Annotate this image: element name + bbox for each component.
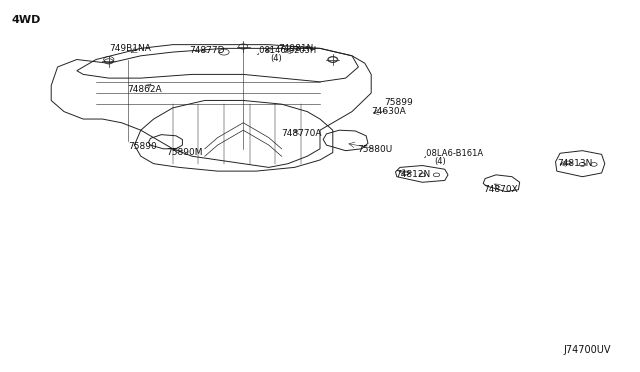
Text: 74813N: 74813N xyxy=(557,159,592,168)
Text: 74630A: 74630A xyxy=(371,107,406,116)
Text: 74812N: 74812N xyxy=(396,170,431,179)
Text: 749B1NA: 749B1NA xyxy=(109,44,150,53)
Text: 75890: 75890 xyxy=(128,142,157,151)
Text: 75899: 75899 xyxy=(384,98,413,107)
Text: ¸08146-6205H: ¸08146-6205H xyxy=(256,46,317,55)
Text: (4): (4) xyxy=(270,54,282,63)
Text: 74981N: 74981N xyxy=(278,44,314,53)
Text: 75880U: 75880U xyxy=(357,145,392,154)
Text: J74700UV: J74700UV xyxy=(563,345,611,355)
Text: 74877D: 74877D xyxy=(189,46,224,55)
Text: 74862A: 74862A xyxy=(127,85,161,94)
Text: 4WD: 4WD xyxy=(12,16,41,25)
Text: ¸08LA6-B161A: ¸08LA6-B161A xyxy=(422,148,484,157)
Text: 74870X: 74870X xyxy=(483,185,518,194)
Text: 75890M: 75890M xyxy=(166,148,203,157)
Text: 748770A: 748770A xyxy=(282,129,322,138)
Text: (4): (4) xyxy=(434,157,445,166)
